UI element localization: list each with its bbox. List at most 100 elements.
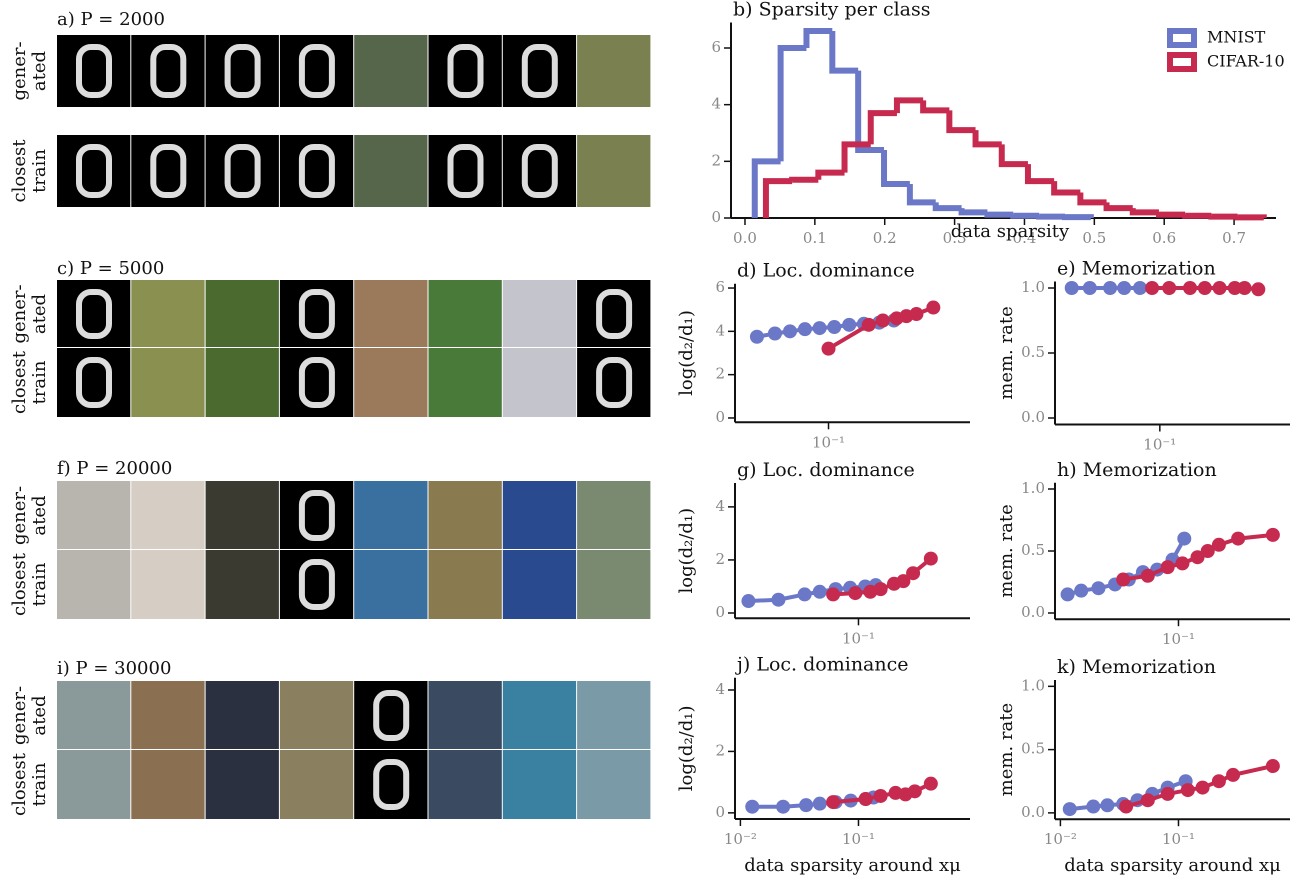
image-tile [354,348,427,417]
y-tick-label: 0 [711,208,721,226]
image-tile [206,280,279,347]
point [1177,532,1191,546]
y-tick-label: 0 [715,803,725,821]
point [1266,759,1280,773]
y-tick-label: 4 [711,95,721,113]
image-tile [429,348,502,417]
point [776,800,790,814]
y-tick-label: 4 [715,321,725,339]
row-label: gener- [9,284,30,343]
histogram-bin [1039,216,1065,217]
row-label: ated [29,51,50,91]
point [1212,538,1226,552]
histogram-bin [884,150,910,184]
row-label: closest [9,752,30,816]
x-axis-label: data sparsity around xμ [1064,855,1281,876]
histogram-bin [1013,215,1039,216]
point [1063,802,1077,816]
image-tile [503,750,576,819]
x-tick-label: 10⁻¹ [842,830,875,848]
y-axis-label: mem. rate [996,504,1017,597]
image-tile [429,481,502,549]
point [783,324,797,338]
point [874,582,888,596]
histogram-bin [1065,217,1091,218]
point [741,594,755,608]
y-axis-label: log(d₂/d₁) [676,508,697,594]
point [1133,281,1147,295]
row-label: train [29,360,50,404]
row-label: closest [9,552,30,616]
image-tile [131,481,204,549]
y-tick-label: 0 [715,408,725,426]
histogram-bin [1107,202,1133,208]
point [874,789,888,803]
image-tile [206,481,279,549]
image-tile [354,35,427,107]
y-tick-label: 1.0 [1021,278,1045,296]
x-tick-label: 0.7 [1222,229,1246,247]
image-tile [503,681,576,749]
image-tile [57,750,130,819]
histogram-bin [792,180,818,181]
y-axis-label: log(d₂/d₁) [676,705,697,791]
x-tick-label: 0.1 [803,229,827,247]
image-tile [429,280,502,347]
point [906,566,920,580]
image-tile [131,681,204,749]
point [848,586,862,600]
point [1103,281,1117,295]
point [798,587,812,601]
point [1145,281,1159,295]
image-tile [131,348,204,417]
point [1231,532,1245,546]
image-tile [503,550,576,619]
chart-title: b) Sparsity per class [733,0,931,21]
histogram-bin [1133,208,1159,212]
x-tick-label: 10⁻¹ [812,433,845,451]
point [1091,581,1105,595]
image-tile [206,348,279,417]
point [1266,528,1280,542]
y-axis-label: mem. rate [996,703,1017,796]
chart-title: d) Loc. dominance [737,260,915,282]
y-axis-label: log(d₂/d₁) [676,310,697,396]
legend-swatch [1170,31,1194,45]
point [827,320,841,334]
point [1162,281,1176,295]
row-label: train [29,562,50,606]
point [876,314,890,328]
point [862,318,876,332]
point [826,587,840,601]
y-axis-label: mem. rate [996,306,1017,399]
x-tick-label: 0.5 [1082,229,1106,247]
row-label: train [29,149,50,193]
image-tile [206,681,279,749]
panel-title: f) P = 20000 [57,458,172,479]
image-tile [429,550,502,619]
image-tile [57,481,130,549]
point [813,585,827,599]
image-tile [354,280,427,347]
image-tile [280,750,353,819]
row-label: ated [29,695,50,735]
point [768,327,782,341]
point [771,593,785,607]
x-tick-label: 0.2 [873,229,897,247]
histogram-bin [987,212,1013,214]
image-tile [577,550,650,619]
point [1251,282,1265,296]
legend-swatch [1170,55,1194,69]
histogram-bin [1028,164,1054,181]
y-tick-label: 2 [711,151,721,169]
point [859,792,873,806]
y-tick-label: 0.0 [1021,603,1045,621]
row-label: ated [29,294,50,334]
y-tick-label: 1.0 [1021,479,1045,497]
histogram-bin [923,100,949,110]
y-tick-label: 0.0 [1021,803,1045,821]
point [924,777,938,791]
panel-title: i) P = 30000 [57,658,171,679]
point [1065,281,1079,295]
y-tick-label: 4 [715,680,725,698]
